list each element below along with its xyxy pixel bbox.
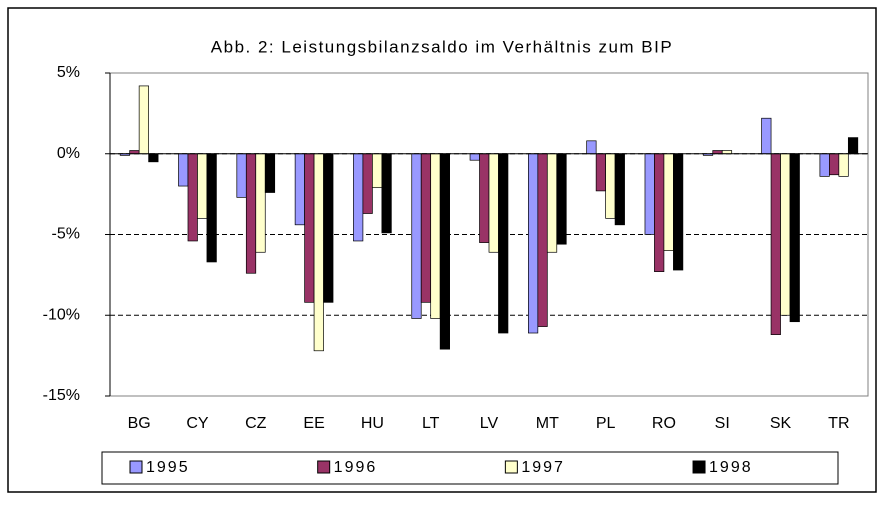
chart-title: Abb. 2: Leistungsbilanzsaldo im Verhältn… — [211, 37, 673, 56]
bar — [673, 153, 684, 271]
bar — [789, 153, 800, 323]
bar — [206, 153, 217, 263]
bar — [761, 117, 772, 155]
bar — [605, 153, 616, 219]
legend-swatch — [504, 460, 518, 474]
legend-swatch — [317, 460, 331, 474]
y-tick-label: -15% — [43, 387, 80, 404]
legend-label: 1998 — [709, 459, 753, 476]
bar — [236, 153, 247, 198]
bar — [819, 153, 830, 177]
bar — [663, 153, 674, 252]
bar — [304, 153, 315, 303]
bar — [838, 153, 849, 177]
bar — [430, 153, 441, 319]
bar — [546, 153, 558, 253]
bar — [411, 153, 422, 319]
legend-label: 1997 — [521, 459, 565, 476]
bar — [197, 153, 208, 219]
bar — [353, 153, 364, 242]
bar — [586, 140, 597, 155]
x-tick-label: RO — [652, 415, 676, 432]
y-tick-label: 5% — [57, 64, 80, 81]
x-tick-label: HU — [361, 415, 384, 432]
bar — [488, 153, 499, 253]
legend-label: 1995 — [146, 459, 190, 476]
y-tick-label: -5% — [52, 226, 80, 243]
x-tick-label: EE — [303, 415, 324, 432]
y-tick-label: 0% — [57, 145, 80, 162]
bar — [479, 153, 490, 243]
bar — [187, 153, 198, 242]
bar — [847, 137, 859, 155]
x-tick-label: TR — [828, 415, 849, 432]
bar — [294, 153, 305, 226]
bar — [498, 153, 509, 334]
bar — [264, 153, 276, 193]
x-tick-label: CY — [186, 415, 209, 432]
x-tick-label: SK — [770, 415, 792, 432]
bar — [556, 153, 567, 245]
bar — [829, 153, 840, 176]
bar — [255, 153, 266, 253]
bar — [372, 153, 383, 189]
legend-swatch — [129, 460, 143, 474]
bar — [178, 153, 189, 187]
bar — [381, 153, 392, 234]
bar — [469, 153, 480, 161]
legend-swatch — [692, 460, 706, 474]
bar — [439, 153, 450, 350]
x-tick-label: LV — [480, 415, 499, 432]
bar — [323, 153, 334, 303]
bar — [654, 153, 665, 272]
bar — [770, 153, 781, 335]
bar — [420, 153, 432, 303]
bar — [614, 153, 625, 226]
bar — [138, 85, 149, 155]
x-tick-label: BG — [128, 415, 151, 432]
x-tick-label: MT — [536, 415, 559, 432]
bar — [313, 153, 324, 352]
x-tick-label: LT — [422, 415, 440, 432]
bar — [780, 153, 791, 316]
x-tick-label: CZ — [245, 415, 267, 432]
bar — [362, 153, 373, 214]
legend-label: 1996 — [334, 459, 378, 476]
x-tick-label: PL — [596, 415, 616, 432]
legend-box — [101, 451, 839, 485]
bar — [644, 153, 655, 235]
y-tick-label: -10% — [43, 306, 80, 323]
bar — [528, 153, 539, 334]
bar — [595, 153, 606, 192]
bar — [148, 153, 159, 163]
bar — [245, 153, 257, 274]
bar — [537, 153, 548, 327]
x-tick-label: SI — [715, 415, 730, 432]
